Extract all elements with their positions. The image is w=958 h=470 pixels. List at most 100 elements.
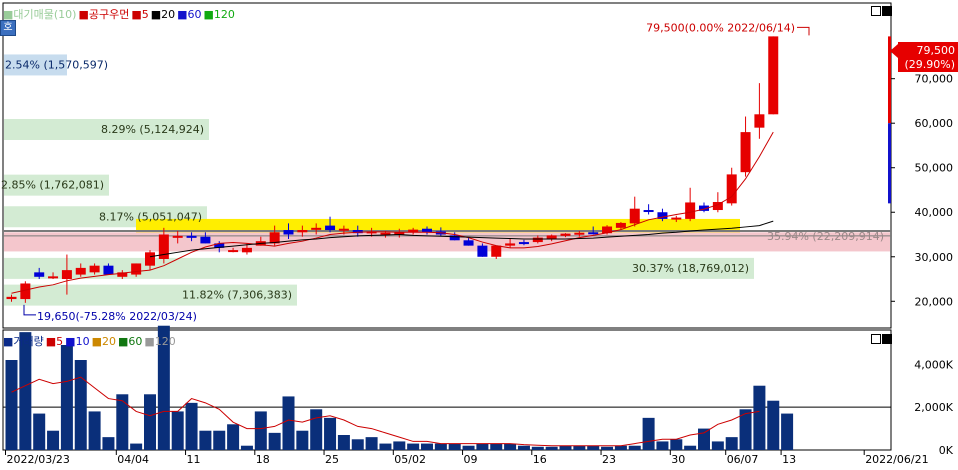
date-label: 13 [782,453,796,466]
volume-bar [725,437,738,450]
legend-item[interactable]: ■10 [65,335,90,348]
volume-zone-bar [4,174,109,196]
volume-bar [337,435,350,450]
volume-bar [240,445,253,450]
volume-bar [393,441,406,450]
date-label: 18 [256,453,270,466]
candle-body [532,237,543,243]
legend-item[interactable]: ■20 [91,335,116,348]
volume-bar [199,430,212,450]
price-panel-close-button[interactable] [882,6,892,16]
candle-body [449,235,460,241]
price-tick-label: 70,000 [915,73,954,86]
volume-zone-bar [4,257,754,279]
candle-body [241,247,252,253]
volume-bar [379,443,392,450]
date-label: 23 [602,453,616,466]
volume-bar [5,360,18,450]
candle-body [311,227,322,230]
volume-zone-label: 2.85% (1,762,081) [1,179,104,192]
candle-body [740,132,751,173]
candle-body [297,230,308,233]
price-tick-label: 60,000 [915,117,954,130]
ma5-line [11,131,774,294]
candle-body [574,232,585,235]
volume-tick-label: 4,000K [914,358,953,371]
legend-item[interactable]: ■120 [203,8,235,21]
volume-bar [310,409,323,450]
volume-bar [213,430,226,450]
volume-bar [698,428,710,450]
volume-panel-maximize-button[interactable] [871,334,881,344]
candle-body [75,267,86,275]
range-bar-down [888,123,891,204]
volume-bar [88,411,101,450]
candle-body [325,225,336,231]
date-label: 09 [464,453,478,466]
volume-bar [130,443,143,450]
price-legend: ■대기매물(10) ■공구우먼 ■5 ■20 ■60 ■120 [3,6,237,22]
volume-bar [448,443,461,450]
current-change: (29.90%) [904,58,955,71]
legend-item[interactable]: ■공구우먼 [78,8,130,21]
date-label: 04/04 [117,453,149,466]
candle-body [352,230,363,234]
high-pointer [797,26,810,36]
legend-item[interactable]: ■60 [177,8,202,21]
current-price-pointer [890,44,898,58]
volume-panel-close-button[interactable] [882,334,892,344]
candle-body [394,232,405,235]
date-label: 2022/06/21 [865,453,928,466]
volume-bar [282,396,295,450]
legend-item[interactable]: ■5 [131,8,149,21]
candle-body [518,242,529,245]
candle-body [477,245,488,257]
volume-bar [767,400,780,450]
legend-item[interactable]: ■5 [45,335,64,348]
candle-body [588,232,599,235]
date-label: 30 [671,453,685,466]
volume-bar [753,385,766,450]
volume-bar [545,446,558,450]
legend-item[interactable]: ■20 [150,8,176,21]
candle-body [657,212,668,219]
volume-bar [116,394,129,450]
legend-item[interactable]: ■60 [117,335,143,348]
date-label: 25 [325,453,339,466]
volume-bar [559,445,572,450]
volume-bar [531,446,544,450]
candle-body [671,217,682,220]
legend-item[interactable]: ■대기매물(10) [3,8,77,21]
candle-body [615,222,626,228]
price-tick-label: 50,000 [915,162,954,175]
candle-body [228,250,239,253]
legend-item[interactable]: ■120 [144,335,176,348]
volume-bar [185,402,198,450]
current-price-badge [898,42,958,72]
volume-bar [573,445,586,450]
volume-ma5-line [11,376,760,447]
volume-bar [254,411,267,450]
candle-body [422,228,432,233]
side-tag[interactable]: 호 [0,20,16,36]
volume-bar [517,445,530,450]
current-price: 79,500 [917,44,956,57]
volume-bar [504,443,517,450]
moving-averages [11,131,774,294]
legend-item[interactable]: ■거래량 [3,335,44,348]
candle-body [505,243,516,246]
volume-zone-label: 8.29% (5,124,924) [101,123,204,136]
volume-bar [324,417,337,450]
price-tick-label: 40,000 [915,206,954,219]
price-panel-maximize-button[interactable] [871,6,881,16]
volume-tick-label: 0K [939,444,954,457]
volume-zone-label: 2.54% (1,570,597) [5,58,108,71]
volume-bar [102,437,115,450]
candle-body [158,234,169,259]
volume-bar [47,430,60,450]
volume-bar [421,443,433,450]
candle-body [117,272,128,277]
candle-body [408,229,419,233]
